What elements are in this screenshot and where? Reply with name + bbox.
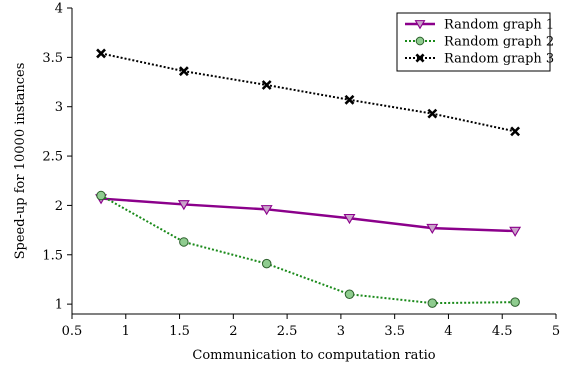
legend: Random graph 1 Random graph 2 Random graph… — [396, 12, 554, 72]
series-2-point — [344, 289, 355, 300]
x-tick-label: 5 — [552, 324, 560, 339]
x-axis-title: Communication to computation ratio — [192, 348, 435, 363]
series-1-point — [177, 200, 190, 211]
x-tick-label: 4.5 — [492, 324, 513, 339]
series-2-point — [510, 297, 520, 307]
y-axis: 1 1.5 2 2.5 3 3.5 4 — [42, 2, 72, 313]
series-1-point — [509, 226, 522, 237]
x-tick-label: 3 — [337, 324, 345, 339]
x-tick-label: 2.5 — [277, 324, 298, 339]
x-axis: 0.5 1 1.5 2 2.5 3 3.5 4 4.5 5 — [62, 314, 560, 339]
series-3-point — [261, 80, 272, 90]
y-axis-title: Speed-up for 10000 instances — [13, 63, 28, 260]
series-3-point — [427, 108, 438, 119]
series-3-point — [96, 48, 106, 59]
legend-marker — [415, 36, 425, 46]
legend-item: Random graph 3 — [405, 52, 554, 67]
y-tick-label: 4 — [55, 2, 63, 17]
x-tick-label: 0.5 — [62, 324, 83, 339]
legend-item: Random graph 1 — [405, 18, 554, 33]
series-1-line — [100, 197, 516, 233]
series-2-point — [179, 237, 189, 247]
legend-label: Random graph 3 — [444, 52, 554, 67]
series-2-point — [96, 190, 106, 201]
series-3-point — [178, 66, 189, 77]
y-tick-label: 2 — [55, 199, 63, 214]
y-tick-label: 1 — [55, 298, 63, 313]
legend-label: Random graph 1 — [444, 18, 554, 33]
series-2-point — [427, 298, 438, 308]
y-tick-label: 2.5 — [42, 150, 63, 165]
series-1 — [95, 194, 522, 237]
x-tick-label: 1.5 — [169, 324, 190, 339]
legend-item: Random graph 2 — [405, 35, 554, 50]
series-2-point — [261, 258, 272, 269]
legend-marker — [415, 53, 425, 63]
series-1-point — [426, 223, 439, 234]
series-2 — [96, 190, 520, 308]
series-layer — [95, 48, 522, 308]
series-3-point — [344, 94, 355, 105]
series-1-point — [343, 213, 356, 225]
x-tick-label: 3.5 — [384, 324, 405, 339]
series-2-line — [100, 194, 516, 305]
y-tick-label: 1.5 — [42, 248, 63, 263]
plot-area — [71, 8, 556, 315]
legend-label: Random graph 2 — [444, 35, 554, 50]
y-tick-label: 3 — [55, 100, 63, 115]
series-3-point — [510, 126, 521, 137]
series-3 — [96, 48, 521, 137]
y-tick-label: 3.5 — [42, 51, 63, 66]
x-tick-label: 2 — [229, 324, 237, 339]
legend-marker — [414, 20, 426, 30]
x-tick-label: 1 — [122, 324, 130, 339]
x-tick-label: 4 — [444, 324, 452, 339]
series-1-point — [260, 205, 273, 216]
